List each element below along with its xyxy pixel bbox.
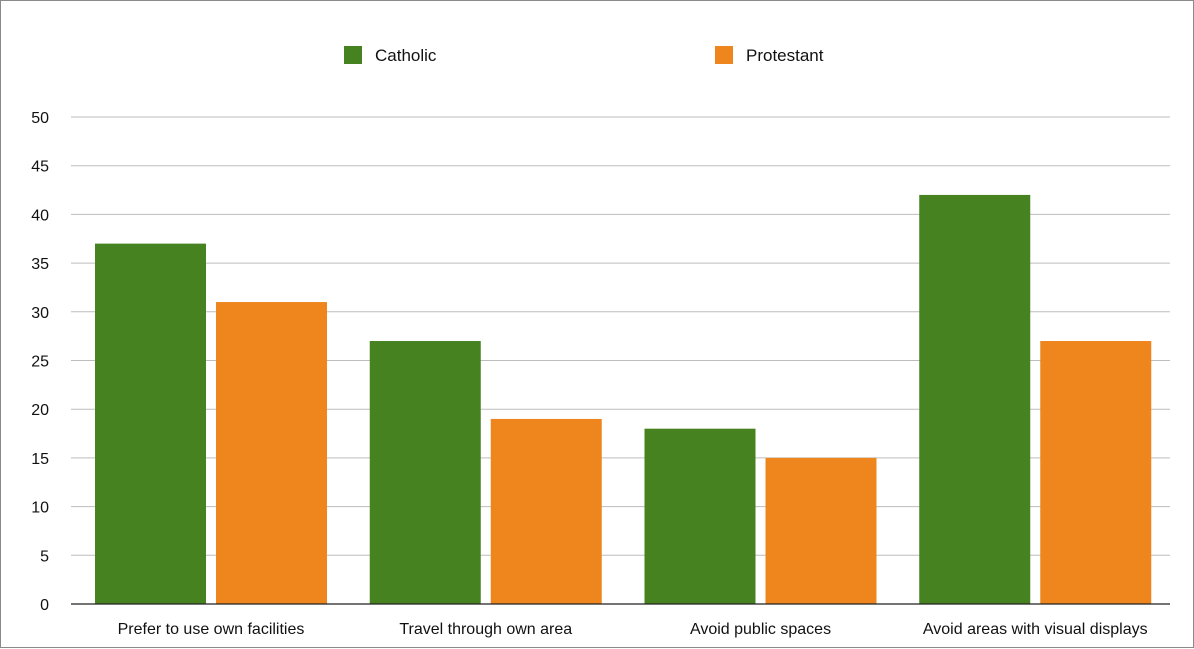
y-tick-label: 25 [31,354,49,371]
x-axis-labels: Prefer to use own facilities Travel throu… [118,621,1148,638]
bar [490,418,602,604]
legend-swatch [715,46,733,64]
x-tick-label: Avoid areas with visual displays [923,621,1148,638]
y-tick-label: 40 [31,207,49,224]
y-tick-label: 30 [31,305,49,322]
bar [1040,341,1152,604]
bar [216,302,327,604]
legend-swatch [344,46,362,64]
y-tick-label: 0 [40,597,49,614]
y-tick-label: 10 [31,500,49,517]
bar [919,194,1031,605]
x-tick-label: Avoid public spaces [690,621,831,638]
y-tick-label: 20 [31,402,49,419]
y-tick-label: 15 [31,451,49,468]
y-tick-label: 35 [31,256,49,273]
y-axis-ticks: 0 5 10 15 20 25 30 35 40 45 50 [31,110,49,614]
y-tick-label: 50 [31,110,49,127]
bars [95,194,1152,605]
legend: Catholic Protestant [344,46,824,65]
bar [369,341,481,604]
x-tick-label: Travel through own area [399,621,572,638]
bar [644,428,756,604]
y-tick-label: 5 [40,548,49,565]
bar [95,243,206,604]
bar [765,457,877,604]
y-tick-label: 45 [31,159,49,176]
legend-label: Protestant [746,46,824,65]
x-tick-label: Prefer to use own facilities [118,621,305,638]
legend-label: Catholic [375,46,437,65]
